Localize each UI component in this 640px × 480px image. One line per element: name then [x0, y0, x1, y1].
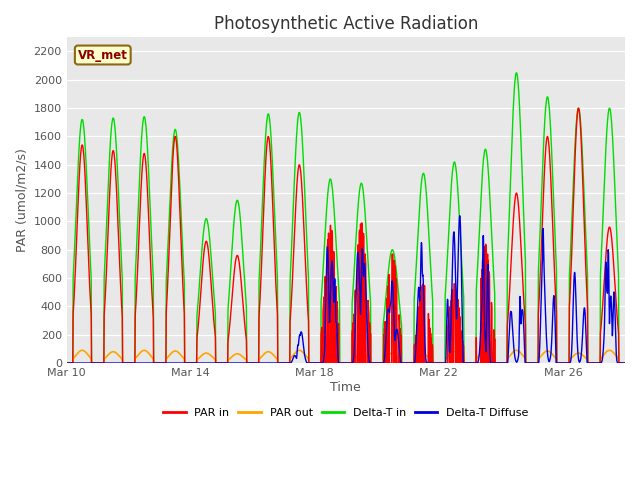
Text: VR_met: VR_met — [78, 48, 128, 61]
Legend: PAR in, PAR out, Delta-T in, Delta-T Diffuse: PAR in, PAR out, Delta-T in, Delta-T Dif… — [159, 404, 532, 422]
X-axis label: Time: Time — [330, 381, 361, 394]
Y-axis label: PAR (umol/m2/s): PAR (umol/m2/s) — [15, 148, 28, 252]
Title: Photosynthetic Active Radiation: Photosynthetic Active Radiation — [214, 15, 478, 33]
